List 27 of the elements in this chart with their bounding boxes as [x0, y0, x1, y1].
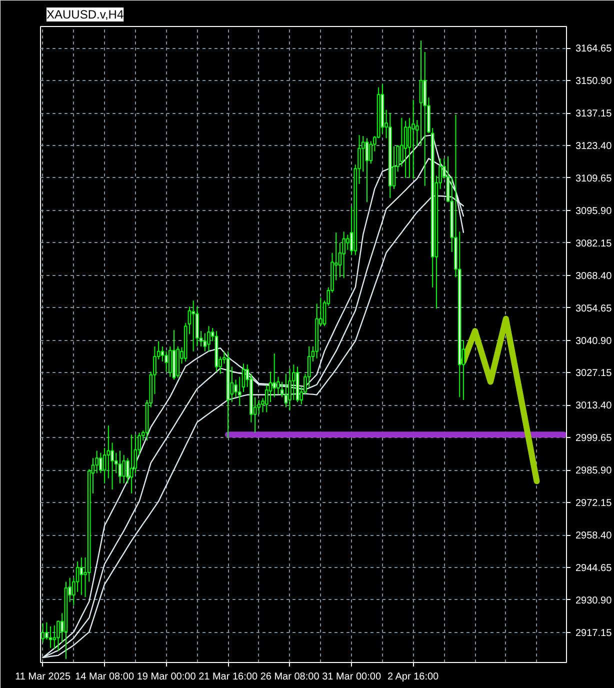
x-tick-label: 21 Mar 16:00	[198, 672, 258, 682]
y-tick-label: 2930.90	[576, 595, 612, 606]
y-tick-label: 3123.40	[576, 140, 612, 152]
y-tick-label: 3013.40	[576, 400, 612, 412]
y-tick-label: 3054.65	[576, 303, 612, 314]
x-tick-label: 26 Mar 08:00	[260, 672, 320, 682]
y-tick-label: 3040.90	[576, 336, 612, 347]
y-tick-label: 2985.90	[576, 466, 612, 477]
x-tick-label: 14 Mar 08:00	[75, 672, 134, 682]
x-tick-label: 11 Mar 2025	[15, 672, 71, 682]
y-tick-label: 3137.15	[576, 108, 612, 120]
y-tick-label: 2999.65	[576, 433, 612, 444]
y-tick-label: 3109.65	[576, 173, 612, 184]
y-tick-label: 2972.15	[576, 498, 612, 510]
y-tick-label: 2958.40	[576, 530, 612, 542]
x-tick-label: 19 Mar 00:00	[136, 672, 196, 682]
x-tick-label: 2 Apr 16:00	[387, 672, 440, 682]
y-tick-label: 3150.90	[576, 76, 612, 88]
y-tick-label: 3164.65	[576, 44, 612, 55]
y-tick-label: 2944.65	[576, 562, 612, 574]
y-tick-label: 3095.90	[576, 206, 612, 217]
y-tick-label: 3068.40	[576, 270, 612, 282]
chart-title: XAUUSD.v,H4	[46, 8, 124, 22]
y-tick-label: 2917.15	[576, 628, 612, 639]
y-tick-label: 3027.15	[576, 368, 612, 380]
y-tick-label: 3082.15	[576, 238, 612, 250]
x-tick-label: 31 Mar 00:00	[322, 672, 382, 682]
